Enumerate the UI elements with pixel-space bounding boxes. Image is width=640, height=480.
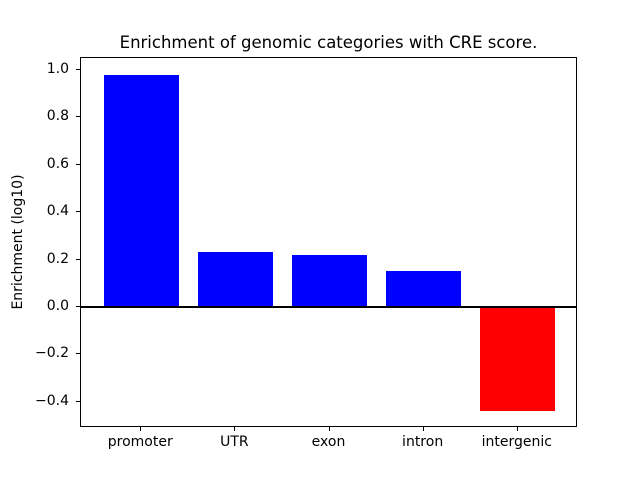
y-axis-label: Enrichment (log10) [10,174,26,310]
bar-intron [385,271,462,307]
x-tick-label-promoter: promoter [107,434,173,450]
x-tick-mark [234,427,236,431]
x-tick-mark [140,427,142,431]
x-tick-mark [422,427,424,431]
y-tick-mark [76,400,80,402]
y-tick-mark [76,116,80,118]
x-tick-label-intergenic: intergenic [481,434,552,450]
zero-line [81,305,576,308]
y-tick-label: 0.2 [46,250,69,267]
y-tick-label: 0.4 [46,203,69,220]
y-tick-mark [76,211,80,213]
x-tick-label-intron: intron [402,434,444,450]
x-tick-label-UTR: UTR [220,434,249,450]
plot-area [80,57,577,427]
bar-intergenic [480,306,556,412]
x-tick-label-exon: exon [311,434,346,450]
y-tick-mark [76,163,80,165]
x-tick-mark [516,427,518,431]
y-tick-label: 0.0 [46,297,69,314]
x-tick-mark [328,427,330,431]
chart-title: Enrichment of genomic categories with CR… [119,33,538,52]
bar-promoter [103,74,179,307]
bar-UTR [197,252,274,307]
y-tick-mark [76,69,80,71]
y-tick-mark [76,258,80,260]
y-tick-mark [76,353,80,355]
bar-exon [291,254,368,307]
y-tick-label: 0.6 [46,155,69,172]
y-tick-label: −0.2 [35,345,69,362]
y-tick-label: 1.0 [46,61,69,78]
y-tick-label: −0.4 [35,392,69,409]
y-tick-label: 0.8 [46,108,69,125]
y-tick-mark [76,305,80,307]
